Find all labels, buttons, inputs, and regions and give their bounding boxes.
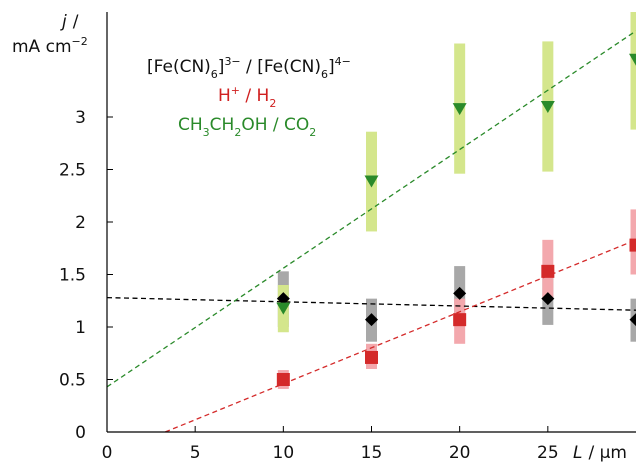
marker-s0-p2	[453, 286, 467, 300]
error-bar-s2-p4	[630, 12, 636, 130]
marker-s0-p4	[629, 313, 636, 327]
marker-s1-p2	[453, 313, 467, 327]
fit-line-s0	[107, 296, 636, 311]
marker-s1-p4	[629, 238, 636, 252]
plot-area	[107, 12, 636, 432]
marker-s0-p0	[276, 292, 290, 306]
y-axis-title-symbol: j /	[60, 12, 79, 32]
legend-entry-2: CH3CH2OH / CO2	[178, 115, 316, 139]
axes: 0 5 10 15 20 25 0 0.5 1 1.5 2 2.5 3 L / μm j/mA cm−2	[12, 12, 636, 463]
marker-s2-p0	[276, 302, 291, 315]
marker-s0-p3	[541, 292, 555, 306]
marker-s0-p1	[365, 313, 378, 327]
y-axis-title-unit: mA cm−2	[12, 35, 88, 57]
marker-s2-p3	[540, 101, 555, 113]
x-tick-label-0: 0	[102, 443, 113, 463]
legend-entry-0: [Fe(CN)6]3− / [Fe(CN)6]4−	[147, 55, 351, 81]
y-tick-label-0: 0	[75, 423, 86, 443]
plot-clipped	[107, 12, 636, 432]
y-tick-label-2: 1	[75, 318, 86, 338]
marker-s2-p1	[364, 175, 379, 188]
x-tick-label-1: 5	[190, 443, 201, 463]
marker-s1-p3	[541, 264, 555, 278]
marker-s2-p4	[629, 53, 636, 66]
y-tick-label-4: 2	[75, 213, 86, 233]
y-tick-label-5: 2.5	[59, 161, 86, 181]
x-tick-label-3: 15	[361, 443, 383, 463]
x-tick-label-5: 25	[537, 443, 559, 463]
x-axis-title: L / μm	[573, 443, 627, 463]
fit-line-s2	[107, 30, 636, 388]
x-tick-label-4: 20	[449, 443, 471, 463]
marker-s1-p1	[365, 350, 378, 364]
legend-entry-1: H+ / H2	[218, 84, 276, 110]
marker-s2-p2	[452, 103, 467, 116]
y-tick-label-3: 1.5	[59, 266, 86, 286]
x-tick-label-2: 10	[273, 443, 295, 463]
y-tick-label-1: 0.5	[59, 371, 86, 391]
fit-line-s1	[164, 239, 636, 432]
legend: [Fe(CN)6]3− / [Fe(CN)6]4− H+ / H2 CH3CH2OH…	[147, 55, 351, 139]
y-tick-label-6: 3	[75, 108, 86, 128]
marker-s1-p0	[276, 373, 290, 386]
